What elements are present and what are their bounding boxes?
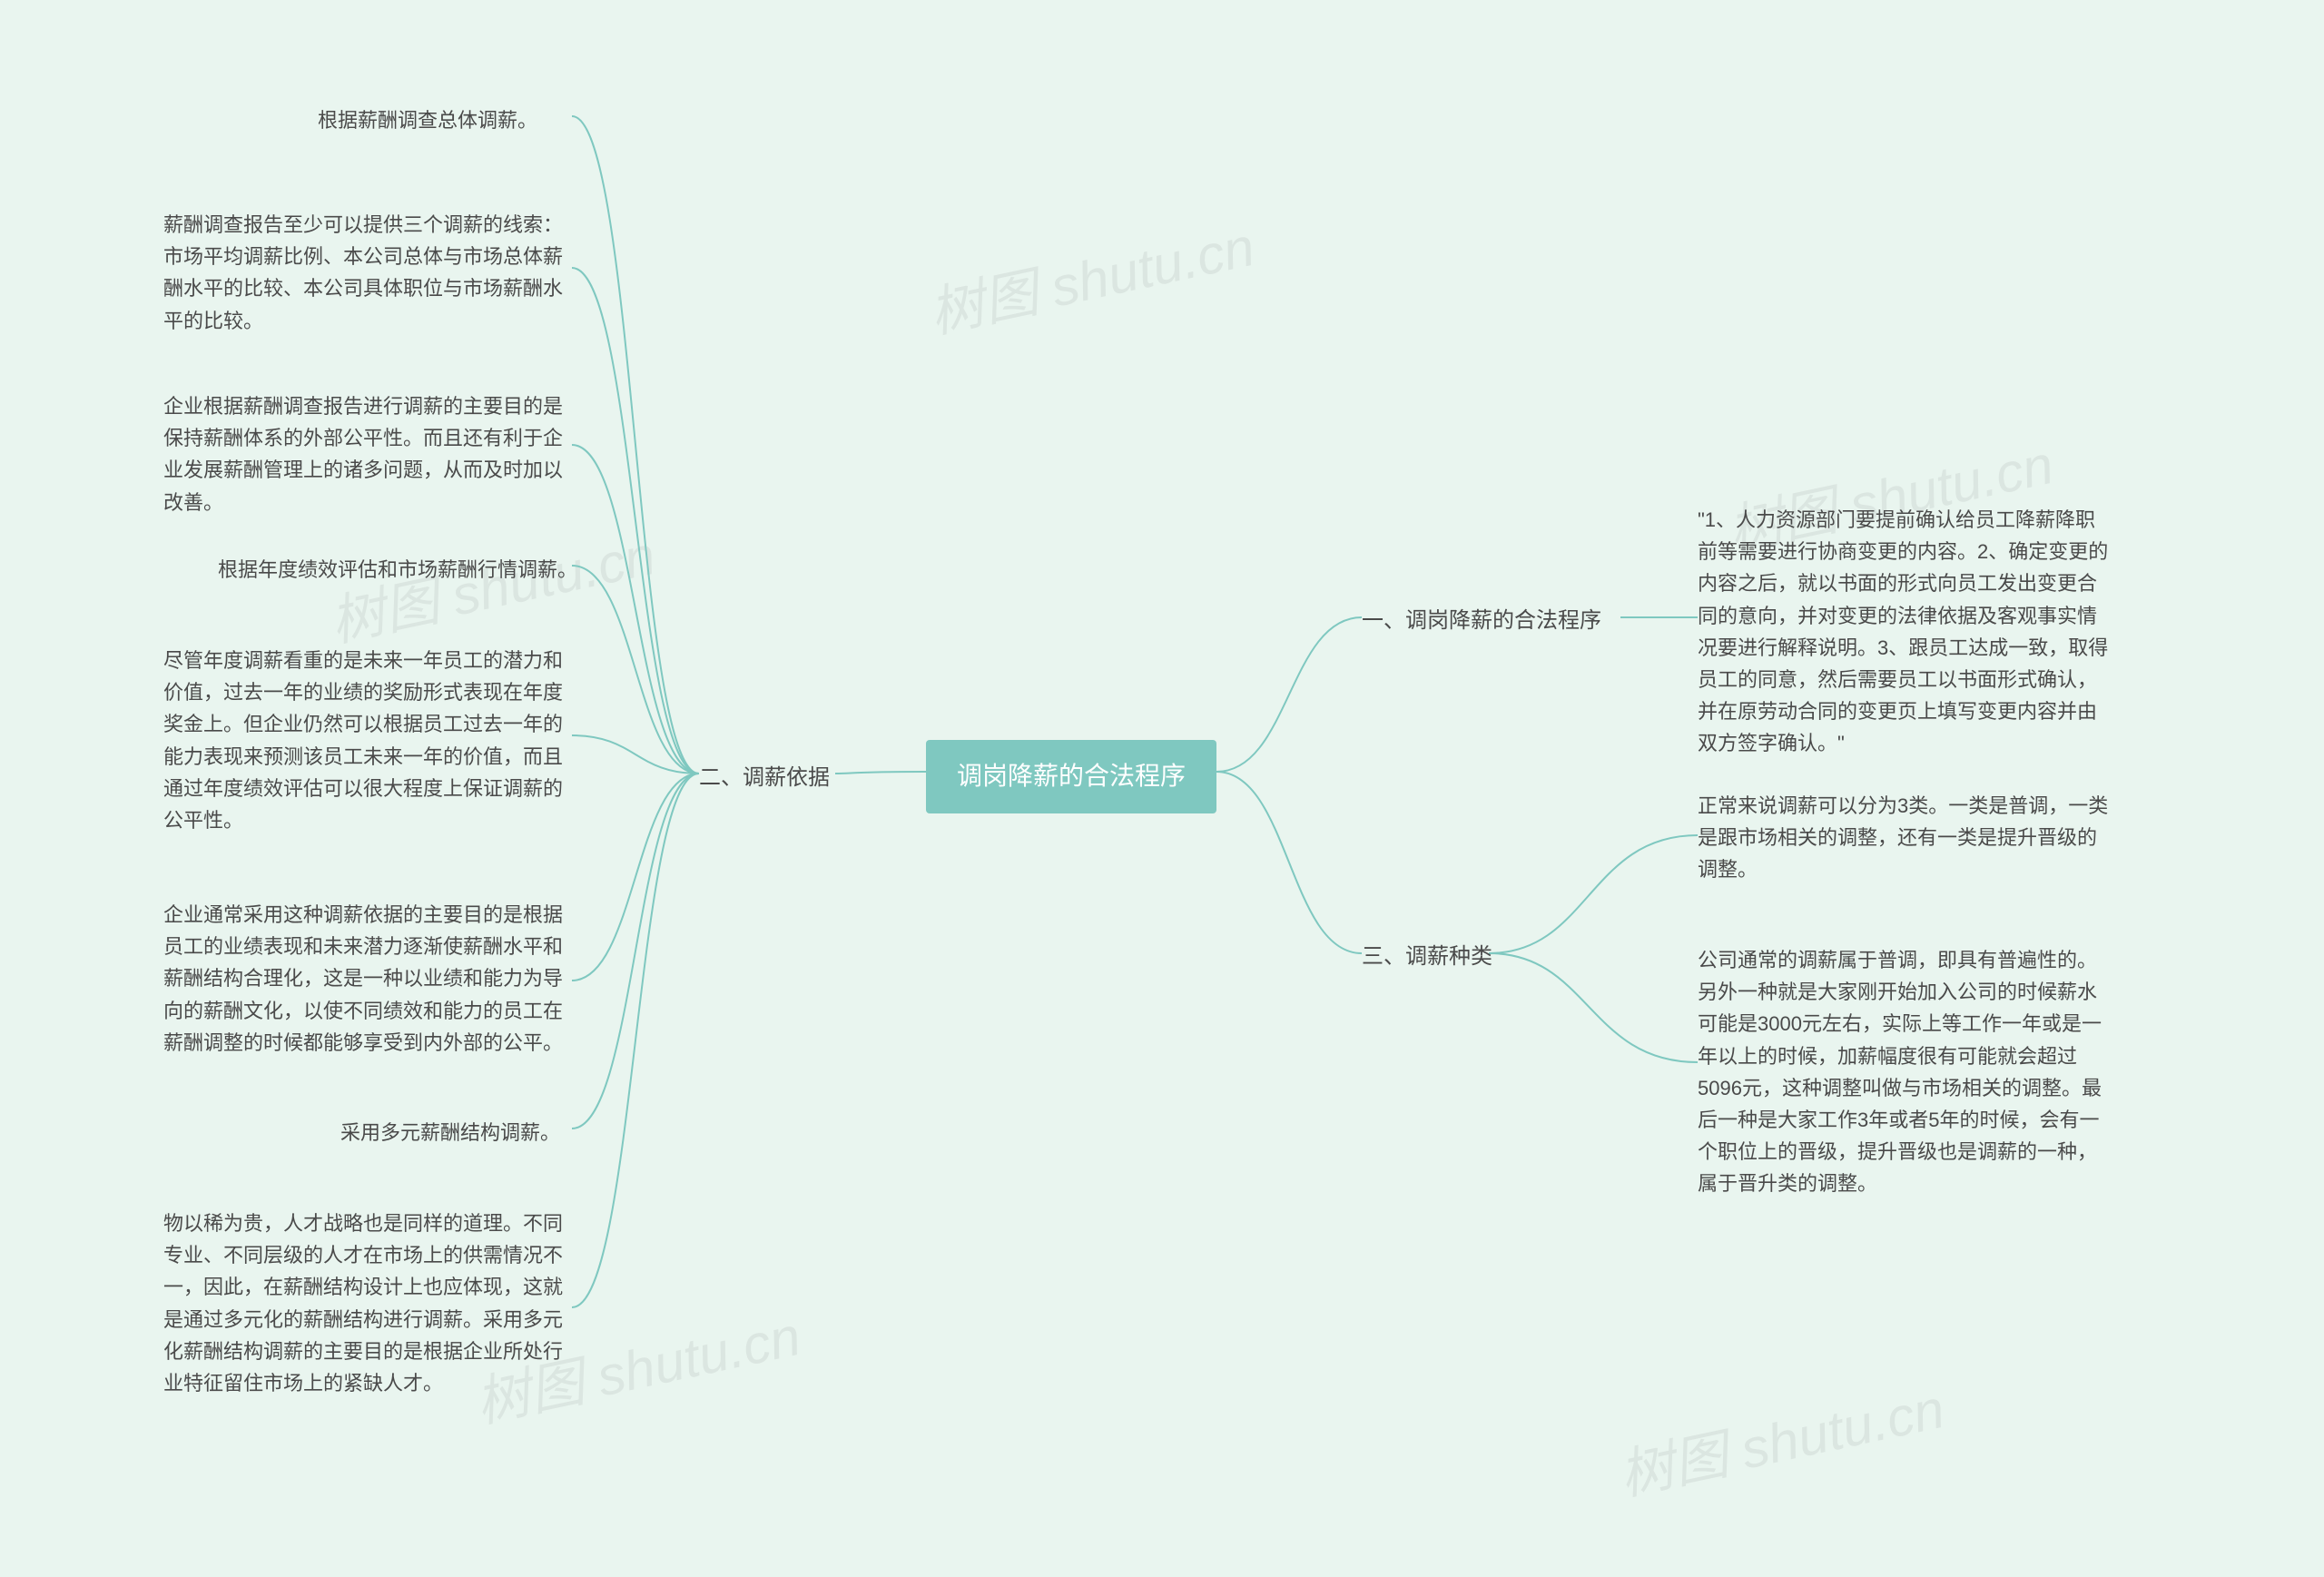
leaf-b3-1[interactable]: 正常来说调薪可以分为3类。一类是普调，一类是跟市场相关的调整，还有一类是提升晋级… — [1698, 790, 2115, 886]
branch-node-2[interactable]: 二、调薪依据 — [699, 761, 830, 795]
branch-node-3[interactable]: 三、调薪种类 — [1362, 940, 1492, 974]
watermark: 树图 shutu.cn — [921, 202, 1261, 349]
leaf-b2-8[interactable]: 物以稀为贵，人才战略也是同样的道理。不同专业、不同层级的人才在市场上的供需情况不… — [163, 1207, 563, 1399]
leaf-b2-4[interactable]: 根据年度绩效评估和市场薪酬行情调薪。 — [218, 554, 577, 586]
leaf-b2-2[interactable]: 薪酬调查报告至少可以提供三个调薪的线索：市场平均调薪比例、本公司总体与市场总体薪… — [163, 209, 563, 337]
root-node[interactable]: 调岗降薪的合法程序 — [926, 740, 1216, 813]
watermark: 树图 shutu.cn — [1611, 1365, 1951, 1511]
leaf-b2-1[interactable]: 根据薪酬调查总体调薪。 — [318, 104, 537, 136]
leaf-b2-5[interactable]: 尽管年度调薪看重的是未来一年员工的潜力和价值，过去一年的业绩的奖励形式表现在年度… — [163, 645, 563, 836]
branch-node-1[interactable]: 一、调岗降薪的合法程序 — [1362, 604, 1601, 638]
leaf-b2-7[interactable]: 采用多元薪酬结构调薪。 — [340, 1117, 560, 1148]
leaf-b1-1[interactable]: "1、人力资源部门要提前确认给员工降薪降职前等需要进行协商变更的内容。2、确定变… — [1698, 504, 2115, 760]
leaf-b2-6[interactable]: 企业通常采用这种调薪依据的主要目的是根据员工的业绩表现和未来潜力逐渐使薪酬水平和… — [163, 899, 563, 1059]
leaf-b3-2[interactable]: 公司通常的调薪属于普调，即具有普遍性的。另外一种就是大家刚开始加入公司的时候薪水… — [1698, 944, 2115, 1200]
leaf-b2-3[interactable]: 企业根据薪酬调查报告进行调薪的主要目的是保持薪酬体系的外部公平性。而且还有利于企… — [163, 390, 563, 518]
